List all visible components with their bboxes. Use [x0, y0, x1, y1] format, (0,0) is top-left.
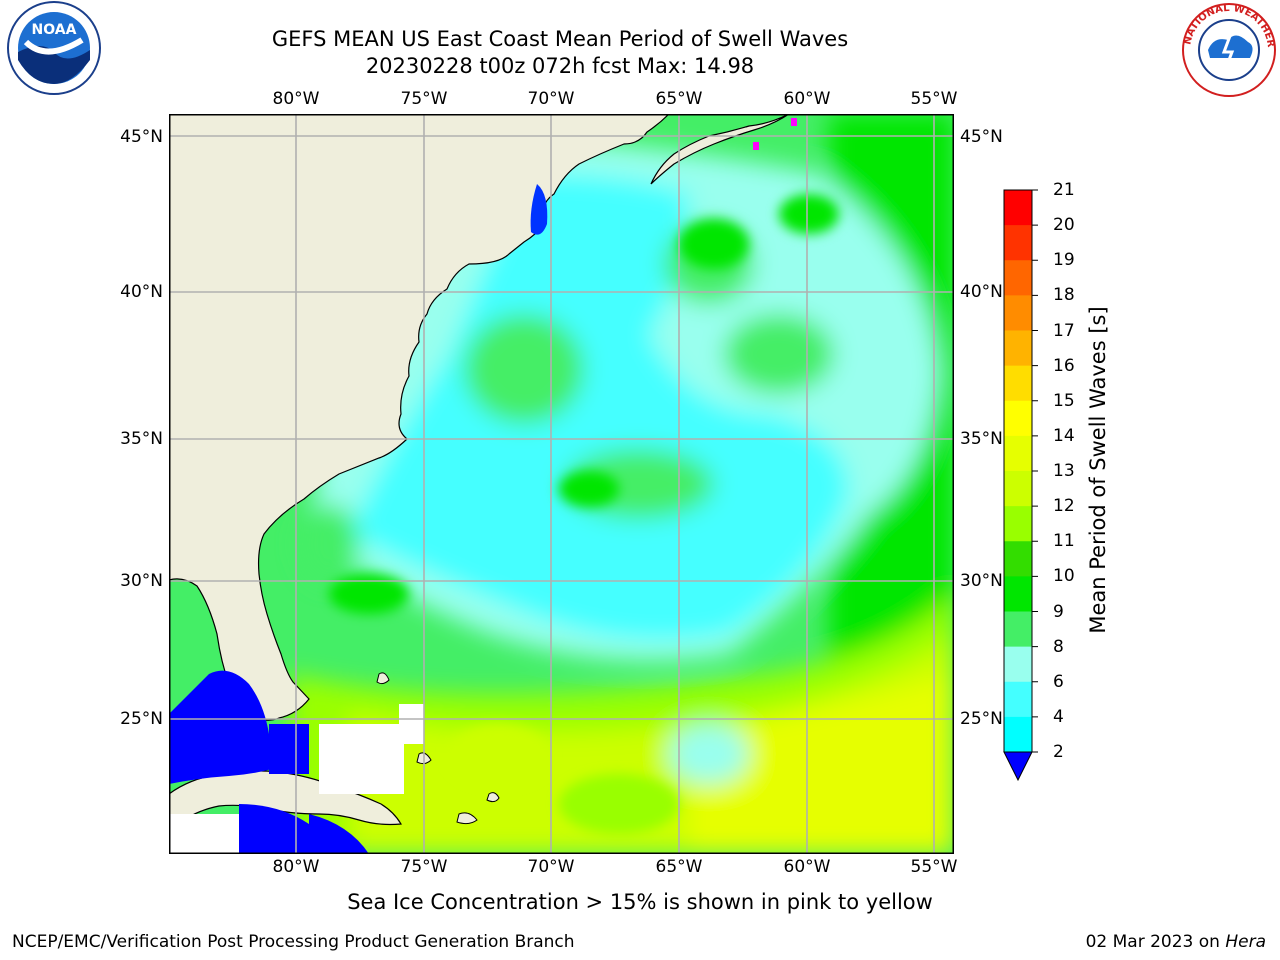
gulf-low-period — [169, 670, 369, 854]
lon-label-top: 80°W — [272, 89, 320, 109]
colorbar-swatch — [1004, 365, 1032, 402]
colorbar-swatch — [1004, 400, 1032, 437]
colorbar-tick-label: 20 — [1053, 215, 1075, 236]
lon-label-bottom: 80°W — [272, 857, 320, 877]
colorbar-tick-label: 2 — [1053, 742, 1064, 762]
lat-label-left: 40°N — [120, 282, 163, 302]
colorbar-tick-label: 13 — [1053, 461, 1075, 481]
colorbar-tick-label: 21 — [1053, 180, 1075, 200]
lon-label-bottom: 55°W — [910, 857, 958, 877]
swell-period-map — [169, 114, 954, 854]
lon-label-top: 55°W — [910, 89, 958, 109]
colorbar-swatch — [1004, 716, 1032, 753]
lat-label-right: 30°N — [960, 571, 1003, 591]
lat-label-right: 35°N — [960, 429, 1003, 449]
colorbar-tick-label: 9 — [1053, 601, 1064, 622]
colorbar-swatch — [1004, 576, 1032, 612]
colorbar-swatch — [1004, 471, 1032, 507]
colorbar-tick-label: 10 — [1053, 566, 1075, 587]
colorbar-tick-label: 11 — [1053, 531, 1075, 552]
lon-label-top: 75°W — [400, 89, 448, 109]
chart-subtitle: 20230228 t00z 072h fcst Max: 14.98 — [365, 54, 755, 78]
colorbar-label: Mean Period of Swell Waves [s] — [1086, 306, 1110, 634]
colorbar-swatch — [1004, 330, 1032, 367]
colorbar — [1003, 189, 1038, 782]
lon-label-bottom: 65°W — [655, 857, 703, 877]
footer-machine: Hera — [1225, 932, 1266, 952]
green-patches — [329, 194, 839, 834]
lat-label-right: 45°N — [960, 127, 1003, 147]
colorbar-tick-label: 6 — [1053, 671, 1064, 692]
lat-label-left: 35°N — [120, 429, 163, 449]
map-frame — [169, 114, 954, 854]
colorbar-swatch — [1004, 225, 1032, 261]
sea-ice-pixel — [753, 142, 759, 150]
noaa-logo: NOAA — [7, 1, 101, 95]
colorbar-swatch — [1004, 506, 1032, 542]
colorbar-tick-label: 15 — [1053, 390, 1075, 411]
colorbar-swatch — [1004, 681, 1032, 718]
colorbar-swatch — [1004, 435, 1032, 472]
lat-label-left: 25°N — [120, 709, 163, 729]
colorbar-tick-label: 18 — [1053, 285, 1075, 306]
lon-label-top: 70°W — [527, 89, 575, 109]
gridlines — [169, 114, 954, 854]
lat-label-left: 30°N — [120, 571, 163, 591]
chart-title: GEFS MEAN US East Coast Mean Period of S… — [271, 27, 849, 51]
colorbar-tick-label: 17 — [1053, 320, 1075, 341]
noaa-text: NOAA — [32, 22, 77, 38]
lon-label-bottom: 60°W — [783, 857, 831, 877]
sea-ice-pixel — [791, 118, 797, 126]
lat-label-right: 25°N — [960, 709, 1003, 729]
colorbar-extend-triangle — [1003, 751, 1033, 782]
footer-date-text: 02 Mar 2023 on — [1085, 932, 1220, 952]
colorbar-tick-label: 4 — [1053, 706, 1064, 727]
colorbar-swatch — [1004, 260, 1032, 296]
nws-logo: NATIONAL WEATHER SERVICE — [1178, 0, 1276, 97]
lon-label-top: 60°W — [783, 89, 831, 109]
colorbar-tick-label: 16 — [1053, 355, 1075, 376]
sea-ice-note: Sea Ice Concentration > 15% is shown in … — [347, 890, 933, 914]
land-maritimes — [650, 114, 791, 185]
colorbar-tick-label: 12 — [1053, 496, 1075, 517]
colorbar-swatch — [1004, 646, 1032, 683]
colorbar-tick-label: 8 — [1053, 636, 1064, 657]
colorbar-swatch — [1004, 190, 1032, 226]
colorbar-swatch — [1004, 295, 1032, 331]
colorbar-tick-label: 19 — [1053, 250, 1075, 271]
gulf-white-gaps — [169, 704, 424, 854]
lon-label-bottom: 70°W — [527, 857, 575, 877]
footer-date: 02 Mar 2023 on Hera — [1086, 932, 1266, 952]
capecod-low-period — [530, 184, 548, 235]
lat-label-left: 45°N — [120, 127, 163, 147]
colorbar-tick-label: 14 — [1053, 425, 1075, 446]
footer-branch: NCEP/EMC/Verification Post Processing Pr… — [12, 932, 575, 952]
colorbar-swatch — [1004, 541, 1032, 577]
lon-label-bottom: 75°W — [400, 857, 448, 877]
lon-label-top: 65°W — [655, 89, 703, 109]
lat-label-right: 40°N — [960, 282, 1003, 302]
land-bahamas — [376, 672, 500, 825]
colorbar-swatch — [1004, 611, 1032, 648]
